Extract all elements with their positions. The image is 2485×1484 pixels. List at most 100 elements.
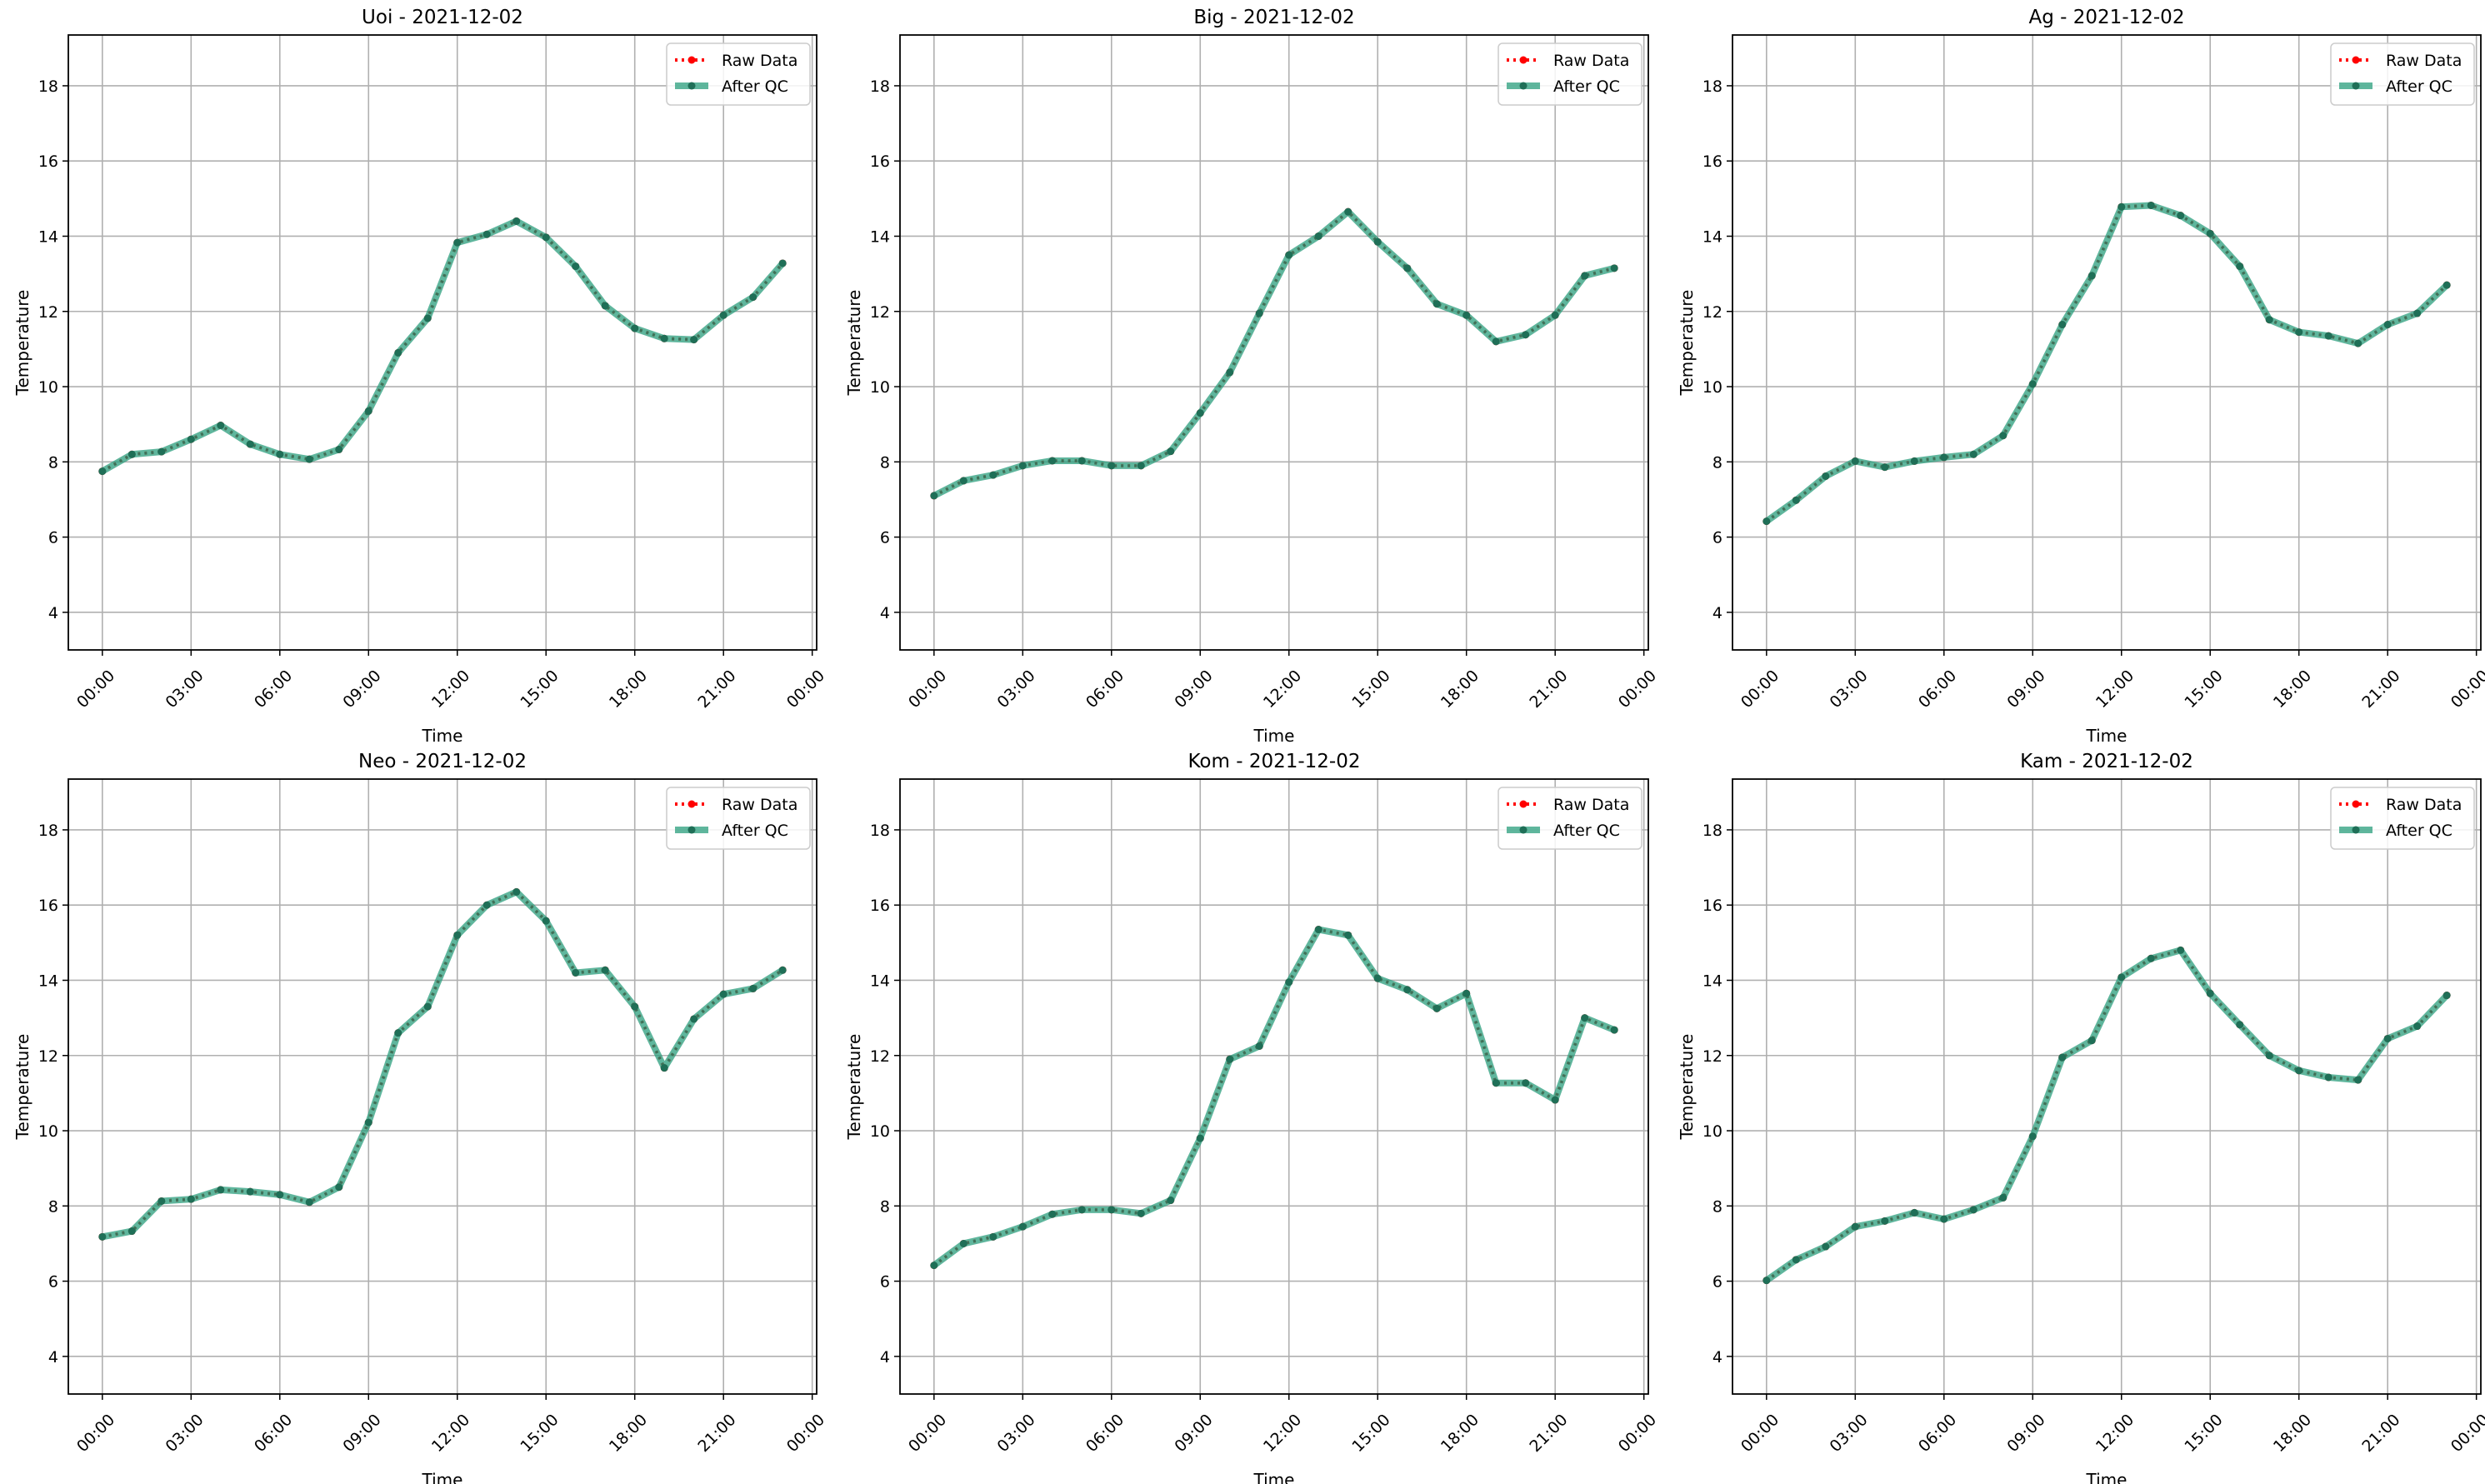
subplot-neo: 00:00 03:00 06:00 09:00 12:00 15:00 18:00 21:00… <box>12 751 828 1484</box>
legend: Raw Data After QC <box>2330 42 2475 106</box>
x-tick-label: 00:00 <box>73 1411 118 1456</box>
x-tick-label: 06:00 <box>1082 667 1128 712</box>
after-qc-point <box>542 233 550 242</box>
x-tick-label: 09:00 <box>339 1411 384 1456</box>
after-qc-point <box>2324 332 2332 340</box>
y-axis-label: Temperature <box>1677 290 1697 397</box>
x-tick-label: 15:00 <box>2181 1411 2226 1456</box>
legend-raw-label: Raw Data <box>722 796 798 814</box>
y-tick-label: 6 <box>880 1273 890 1292</box>
raw-data-line <box>932 209 1615 497</box>
x-axis-label: Time <box>2086 726 2128 746</box>
x-tick-label: 00:00 <box>2448 667 2485 712</box>
x-tick-label: 15:00 <box>517 667 562 712</box>
x-tick-label: 21:00 <box>694 667 739 712</box>
y-tick-label: 14 <box>38 972 58 990</box>
after-qc-point <box>1167 447 1175 456</box>
after-qc-point <box>1403 986 1412 994</box>
axes-frame <box>899 34 1649 651</box>
after-qc-point <box>959 1239 968 1247</box>
x-tick-label: 00:00 <box>1738 667 1782 712</box>
x-tick-label: 03:00 <box>162 667 207 712</box>
y-tick-label: 16 <box>38 152 58 171</box>
after-qc-point <box>1137 1209 1145 1217</box>
subplot-kam: 00:00 03:00 06:00 09:00 12:00 15:00 18:00 21:00… <box>1677 751 2485 1484</box>
y-tick-label: 14 <box>870 227 890 246</box>
x-tick-label: 00:00 <box>783 1411 828 1456</box>
legend-raw-label: Raw Data <box>1553 796 1629 814</box>
x-tick-label: 12:00 <box>428 1411 473 1456</box>
legend: Raw Data After QC <box>1498 787 1642 850</box>
legend-qc-label: After QC <box>2386 77 2452 96</box>
legend-raw-label: Raw Data <box>1553 52 1629 70</box>
legend-qc-label: After QC <box>2386 822 2452 840</box>
x-tick-label: 12:00 <box>428 667 473 712</box>
x-tick-label: 03:00 <box>162 1411 207 1456</box>
x-tick-label: 15:00 <box>1348 667 1393 712</box>
raw-overlay-dots <box>1766 204 2448 522</box>
x-tick-label: 03:00 <box>993 667 1038 712</box>
subplot-title: Neo - 2021-12-02 <box>358 751 527 772</box>
subplot-title: Ag - 2021-12-02 <box>2029 7 2185 28</box>
after-qc-line <box>932 208 1616 499</box>
y-tick-label: 18 <box>870 77 890 96</box>
y-tick-label: 4 <box>880 1348 890 1367</box>
after-qc-point <box>1999 432 2008 440</box>
y-tick-label: 16 <box>1702 152 1722 171</box>
x-tick-label: 18:00 <box>606 1411 651 1456</box>
x-tick-label: 18:00 <box>1438 1411 1482 1456</box>
after-qc-point <box>1581 1014 1589 1022</box>
after-qc-point <box>2206 229 2214 237</box>
y-tick-label: 8 <box>880 1197 890 1216</box>
legend: Raw Data After QC <box>1498 42 1642 106</box>
legend-raw-marker <box>1519 56 1528 64</box>
x-tick-label: 03:00 <box>1826 667 1871 712</box>
x-tick-label: 18:00 <box>2270 667 2315 712</box>
legend-qc-label: After QC <box>1553 77 1620 96</box>
after-qc-point <box>158 447 166 456</box>
y-tick-label: 18 <box>38 822 58 840</box>
legend-qc-label: After QC <box>722 77 788 96</box>
subplot-uoi: 00:00 03:00 06:00 09:00 12:00 15:00 18:00 21:00… <box>12 7 828 746</box>
legend-qc-marker <box>1519 82 1528 90</box>
x-tick-label: 12:00 <box>1260 1411 1305 1456</box>
x-tick-label: 00:00 <box>2448 1411 2485 1456</box>
y-tick-label: 6 <box>1712 529 1722 547</box>
y-tick-label: 6 <box>48 1273 58 1292</box>
after-qc-point <box>512 217 521 225</box>
y-tick-label: 8 <box>1712 1197 1722 1216</box>
after-qc-point <box>959 477 968 485</box>
x-tick-label: 09:00 <box>2003 1411 2048 1456</box>
after-qc-point <box>128 1227 136 1236</box>
legend-qc-marker <box>688 826 696 834</box>
after-qc-point <box>2295 328 2303 337</box>
x-tick-label: 06:00 <box>1082 1411 1128 1456</box>
after-qc-point <box>276 1191 284 1199</box>
x-axis-label: Time <box>1253 726 1295 746</box>
subplot-big: 00:00 03:00 06:00 09:00 12:00 15:00 18:00 21:00… <box>844 7 1660 746</box>
y-tick-label: 12 <box>870 303 890 322</box>
after-qc-point <box>1255 309 1263 317</box>
after-qc-point <box>246 1187 254 1196</box>
after-qc-point <box>1462 311 1471 319</box>
x-tick-label: 18:00 <box>1438 667 1482 712</box>
y-tick-label: 6 <box>1712 1273 1722 1292</box>
x-tick-label: 06:00 <box>251 667 296 712</box>
x-tick-label: 06:00 <box>1915 1411 1960 1456</box>
after-qc-point <box>246 440 254 448</box>
x-tick-label: 00:00 <box>905 1411 950 1456</box>
y-axis-label: Temperature <box>1677 1034 1697 1141</box>
x-tick-label: 21:00 <box>2358 1411 2403 1456</box>
y-tick-label: 10 <box>38 378 58 397</box>
x-tick-label: 21:00 <box>2358 667 2403 712</box>
raw-overlay-dots <box>102 890 783 1238</box>
axes-frame <box>1732 778 2482 1395</box>
y-tick-label: 8 <box>880 453 890 472</box>
x-axis-label: Time <box>422 726 463 746</box>
after-qc-point <box>1792 1256 1800 1264</box>
y-tick-label: 4 <box>1712 604 1722 622</box>
after-qc-line <box>932 926 1616 1268</box>
y-tick-label: 12 <box>1702 1047 1722 1066</box>
y-tick-label: 16 <box>38 897 58 915</box>
y-tick-label: 10 <box>38 1122 58 1141</box>
